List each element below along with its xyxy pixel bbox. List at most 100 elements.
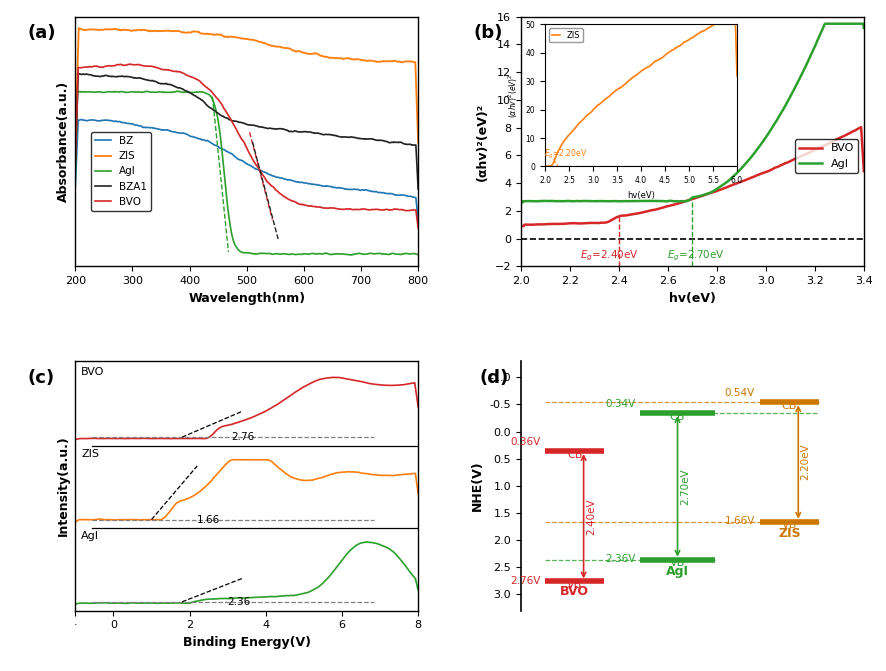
Line: AgI: AgI <box>521 23 864 203</box>
Text: CB: CB <box>670 412 685 421</box>
AgI <box>346 251 357 259</box>
BVO <box>856 123 867 131</box>
BVO <box>851 126 861 134</box>
Text: 0.36V: 0.36V <box>510 437 540 447</box>
BZA1 <box>273 125 284 133</box>
BVO <box>329 204 339 212</box>
AgI <box>226 226 237 234</box>
Y-axis label: Absorbance(a.u.): Absorbance(a.u.) <box>57 81 70 202</box>
Text: $E_g$=2.70eV: $E_g$=2.70eV <box>666 249 725 264</box>
BVO <box>859 167 869 175</box>
Text: 2.36V: 2.36V <box>605 554 636 564</box>
AgI <box>130 88 141 96</box>
Text: CB: CB <box>567 450 582 460</box>
BVO <box>226 116 237 124</box>
Text: 2.70eV: 2.70eV <box>680 468 690 505</box>
Text: VB: VB <box>567 580 582 590</box>
BVO <box>273 187 284 195</box>
BVO <box>516 222 526 230</box>
Text: 1.66: 1.66 <box>198 515 221 525</box>
BZ <box>273 173 284 181</box>
BZ <box>159 126 169 134</box>
BZA1 <box>131 74 142 82</box>
AgI <box>851 19 861 28</box>
Y-axis label: NHE(V): NHE(V) <box>471 460 484 511</box>
Line: BVO: BVO <box>75 64 418 228</box>
BZA1 <box>226 116 237 124</box>
AgI <box>679 197 689 205</box>
AgI <box>719 179 730 187</box>
Text: ZIS: ZIS <box>778 527 801 540</box>
Text: VB: VB <box>670 558 685 568</box>
Text: 2.76: 2.76 <box>231 432 255 442</box>
Text: VB: VB <box>781 520 797 530</box>
Text: 0.34V: 0.34V <box>605 399 636 409</box>
AgI <box>413 250 424 258</box>
BZA1 <box>413 185 424 193</box>
X-axis label: Wavelength(nm): Wavelength(nm) <box>188 292 306 305</box>
Text: (a): (a) <box>27 24 56 42</box>
BZ <box>70 183 81 191</box>
Y-axis label: (αhv)²(eV)²: (αhv)²(eV)² <box>477 103 489 180</box>
Line: BZ: BZ <box>75 119 418 221</box>
Text: 2.20eV: 2.20eV <box>801 444 811 480</box>
Text: BVO: BVO <box>81 367 105 377</box>
Text: ZIS: ZIS <box>81 449 99 459</box>
ZIS <box>159 27 169 35</box>
ZIS <box>273 43 284 51</box>
AgI <box>820 19 831 28</box>
Text: 0.54V: 0.54V <box>725 388 755 398</box>
BZ <box>131 121 142 129</box>
Text: (b): (b) <box>473 24 502 42</box>
Text: 1.66V: 1.66V <box>725 517 755 526</box>
Text: AgI: AgI <box>666 565 689 578</box>
BZA1 <box>329 132 339 140</box>
BZA1 <box>159 80 169 88</box>
ZIS <box>131 26 142 34</box>
BVO <box>131 60 142 68</box>
Line: AgI: AgI <box>75 91 418 255</box>
AgI <box>273 250 284 258</box>
BZ <box>413 217 424 225</box>
BZ <box>299 179 310 187</box>
AgI <box>159 89 169 97</box>
Line: BZA1: BZA1 <box>75 74 418 189</box>
X-axis label: hv(eV): hv(eV) <box>669 292 716 305</box>
X-axis label: Binding Energy(V): Binding Energy(V) <box>183 636 311 649</box>
BZA1 <box>73 70 83 78</box>
BVO <box>70 157 81 165</box>
BVO <box>679 197 689 205</box>
Text: $E_g$=2.40eV: $E_g$=2.40eV <box>579 249 639 264</box>
AgI <box>516 199 526 207</box>
AgI <box>859 24 869 32</box>
BVO <box>413 224 424 232</box>
Text: 2.40eV: 2.40eV <box>586 498 596 535</box>
ZIS <box>329 54 339 62</box>
AgI <box>701 190 711 198</box>
BZA1 <box>70 160 81 168</box>
ZIS <box>74 24 84 32</box>
Y-axis label: Intensity(a.u.): Intensity(a.u.) <box>57 435 70 536</box>
AgI <box>680 197 691 205</box>
Text: CB: CB <box>781 401 797 411</box>
AgI <box>797 70 807 78</box>
BVO <box>719 184 730 192</box>
BVO <box>797 152 807 160</box>
Text: (d): (d) <box>480 368 509 386</box>
Text: BVO: BVO <box>560 585 589 598</box>
BZ <box>329 183 339 191</box>
Text: 2.36: 2.36 <box>228 597 251 607</box>
Legend: BZ, ZIS, AgI, BZA1, BVO: BZ, ZIS, AgI, BZA1, BVO <box>90 132 152 211</box>
BVO <box>124 60 135 68</box>
BZA1 <box>299 127 310 136</box>
ZIS <box>299 49 310 57</box>
AgI <box>70 170 81 178</box>
Legend: BVO, AgI: BVO, AgI <box>795 139 859 173</box>
BVO <box>701 191 711 199</box>
Text: 2.76V: 2.76V <box>510 576 540 586</box>
AgI <box>329 250 339 258</box>
Text: (c): (c) <box>27 368 54 386</box>
ZIS <box>226 33 237 41</box>
AgI <box>142 87 152 95</box>
ZIS <box>70 138 81 146</box>
